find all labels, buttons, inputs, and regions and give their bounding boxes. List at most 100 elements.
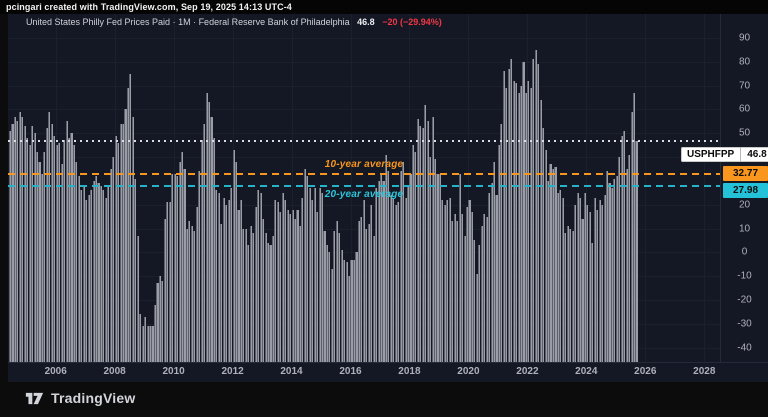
histogram-bar [335,221,338,362]
current-value-line [8,139,720,142]
ten-year-average-line[interactable] [8,173,720,176]
histogram-bar [215,190,218,362]
histogram-bar [620,135,623,362]
ten-year-average-axis-badge: 32.77 [723,166,768,181]
histogram-bar [38,161,41,362]
histogram-bar [630,111,633,362]
histogram-bar [633,93,636,362]
histogram-bar [345,261,348,362]
chart-pane[interactable]: 10-year average 20-year average United S… [8,14,720,362]
histogram-bar [178,161,181,362]
histogram-bar [227,199,230,362]
histogram-bar [151,326,154,362]
time-axis-tick: 2022 [516,366,539,377]
price-axis-tick: 80 [738,56,751,68]
histogram-bar [495,195,498,362]
histogram-bar [529,87,532,362]
histogram-bar [517,92,520,362]
price-axis-tick: 70 [738,80,751,91]
histogram-bar [222,197,225,362]
histogram-bar [348,276,351,362]
histogram-bar [461,214,464,362]
histogram-bar [485,216,488,362]
histogram-bar [566,226,569,362]
price-axis-tick: 60 [738,103,751,115]
histogram-bar [23,126,26,362]
histogram-bar [220,223,223,362]
histogram-bar [244,228,247,362]
histogram-bar [21,116,24,362]
time-axis[interactable]: 2006 2008 2010 2012 2014 2016 2018 2020 2022 2024… [8,362,768,382]
histogram-bar [144,316,147,362]
histogram-bar [92,180,95,362]
histogram-bar [559,190,562,362]
histogram-bar [551,168,555,362]
histogram-bar [448,197,451,362]
histogram-bar [107,185,110,362]
price-axis[interactable]: 32.77 27.98 90807060504020100-10-20-30-4… [720,14,768,362]
histogram-bar [564,233,567,362]
histogram-bar [618,157,621,362]
histogram-bar [510,59,513,362]
histogram-bar [286,209,289,362]
histogram-bar [85,199,88,362]
histogram-bar [478,245,481,362]
twenty-year-average-line[interactable] [8,184,720,187]
histogram-bar [254,207,257,362]
time-axis-tick: 2008 [103,366,126,377]
histogram-bar [399,171,402,362]
histogram-bar [306,176,309,362]
histogram-bar [171,173,174,362]
histogram-bar [527,80,530,362]
histogram-bar [544,149,547,362]
histogram-bar [259,192,262,362]
histogram-bar [80,190,83,362]
histogram-bar [291,209,294,362]
histogram-bar [421,128,424,362]
histogram-bar [490,183,493,362]
histogram-bar [274,199,277,362]
histogram-bar [161,281,164,362]
histogram-bar [598,199,601,362]
ten-year-average-label: 10-year average [324,159,404,171]
symbol-legend[interactable]: United States Philly Fed Prices Paid · 1… [26,17,442,27]
histogram-bar [289,214,292,362]
histogram-bar [387,171,390,362]
histogram-bar [542,128,545,362]
histogram-bar [141,326,144,362]
histogram-bar [556,192,559,362]
histogram-bar [75,161,78,362]
price-axis-tick: 0 [741,246,748,258]
histogram-bar [586,204,589,362]
time-axis-tick: 2020 [457,366,480,377]
histogram-bar [131,116,134,362]
histogram-bar [615,176,618,362]
histogram-bar [625,168,628,362]
histogram-bar [352,259,356,362]
histogram-bar [136,235,139,362]
tradingview-logo-link[interactable]: TradingView [25,390,135,406]
gridline-horizontal [8,61,720,63]
histogram-bar [50,123,53,362]
histogram-bar [635,140,638,362]
price-axis-tick: -20 [737,294,752,306]
histogram-bar [411,145,415,362]
histogram-bar [409,173,412,362]
gridline-vertical [468,14,470,362]
histogram-bar [190,226,193,362]
histogram-bar [431,116,434,362]
histogram-bar [384,154,387,362]
price-axis-tick: -40 [737,342,752,354]
histogram-bar [512,80,515,362]
histogram-bar [82,185,85,362]
histogram-bar [117,142,120,362]
histogram-bar [610,188,613,362]
histogram-bar [230,188,233,362]
histogram-bar [340,250,343,362]
histogram-bar [475,273,478,362]
histogram-bar [357,221,360,362]
histogram-bar [623,130,626,362]
histogram-bar [264,233,267,362]
histogram-bar [13,116,17,362]
